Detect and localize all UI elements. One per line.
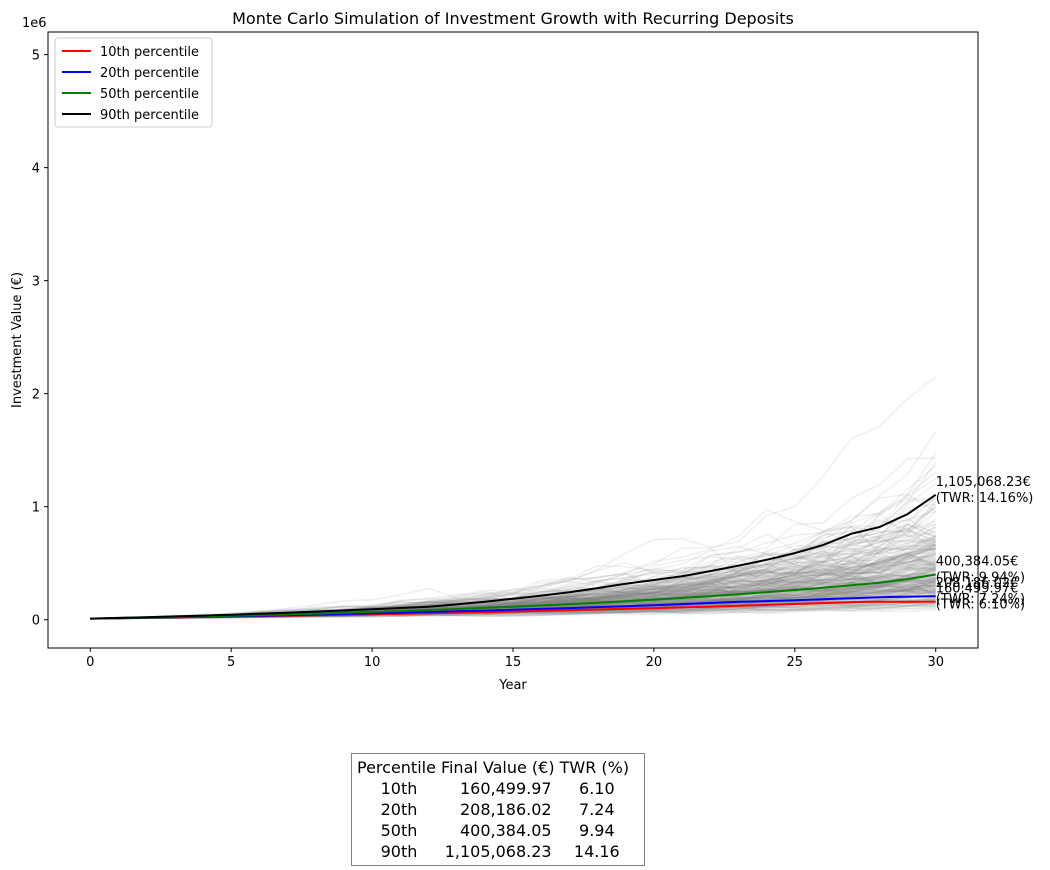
header-final-value: Final Value (€) [440, 758, 555, 777]
cell-percentile: 20th [380, 800, 418, 819]
cell-twr: 9.94 [579, 821, 615, 840]
monte-carlo-chart: Monte Carlo Simulation of Investment Gro… [10, 9, 1034, 693]
annotation-value: 160,499.97€ [936, 582, 1019, 597]
legend-label: 50th percentile [100, 87, 199, 102]
percentile-lines [90, 493, 937, 620]
annotation-twr: (TWR: 6.10%) [936, 598, 1025, 613]
table-row: 50th 400,384.05 9.94 [357, 820, 634, 841]
simulation-path [90, 540, 937, 620]
table-row: 10th 160,499.97 6.10 [357, 778, 634, 799]
annotation-value: 208,186.02€ [936, 576, 1019, 591]
cell-percentile: 50th [380, 821, 418, 840]
y-tick-label: 3 [32, 275, 40, 290]
cell-percentile: 90th [380, 842, 418, 861]
y-axis-offset-label: 1e6 [22, 16, 47, 31]
cell-twr: 6.10 [579, 779, 615, 798]
y-tick-label: 5 [32, 49, 40, 64]
summary-table-header-row: Percentile Final Value (€) TWR (%) [357, 757, 634, 778]
x-tick-label: 30 [927, 655, 944, 670]
summary-table: Percentile Final Value (€) TWR (%) 10th … [351, 753, 645, 866]
series-line-90th-percentile [90, 493, 937, 620]
legend-label: 10th percentile [100, 45, 199, 60]
chart-title: Monte Carlo Simulation of Investment Gro… [232, 9, 794, 28]
simulation-paths [90, 376, 937, 620]
simulation-path [90, 576, 936, 620]
y-tick-label: 1 [32, 501, 40, 516]
y-tick-label: 0 [32, 614, 40, 629]
table-row: 20th 208,186.02 7.24 [357, 799, 634, 820]
cell-final-value: 1,105,068.23 [444, 842, 552, 861]
annotation-value: 400,384.05€ [936, 554, 1019, 569]
annotation-twr: (TWR: 7.24%) [936, 592, 1025, 607]
x-tick-label: 5 [227, 655, 235, 670]
cell-final-value: 208,186.02 [459, 800, 552, 819]
legend-label: 20th percentile [100, 66, 199, 81]
x-tick-label: 0 [86, 655, 94, 670]
cell-final-value: 160,499.97 [459, 779, 552, 798]
x-tick-label: 10 [364, 655, 381, 670]
annotation-twr: (TWR: 9.94%) [936, 570, 1025, 585]
y-axis-ticks: 0 1 2 3 4 5 [32, 49, 48, 629]
chart-container: Monte Carlo Simulation of Investment Gro… [10, 9, 1034, 693]
x-tick-label: 20 [646, 655, 663, 670]
header-twr: TWR (%) [559, 758, 630, 777]
table-row: 90th 1,105,068.23 14.16 [357, 841, 634, 862]
y-tick-label: 2 [32, 388, 40, 403]
cell-twr: 7.24 [579, 800, 615, 819]
cell-percentile: 10th [380, 779, 418, 798]
legend-box [54, 37, 213, 128]
x-tick-label: 25 [787, 655, 804, 670]
x-tick-label: 15 [505, 655, 522, 670]
legend-label: 90th percentile [100, 108, 199, 123]
y-tick-label: 4 [32, 162, 40, 177]
header-percentile: Percentile [357, 758, 436, 777]
cell-final-value: 400,384.05 [459, 821, 552, 840]
x-axis-ticks: 0 5 10 15 20 25 30 [86, 648, 944, 670]
annotation-value: 1,105,068.23€ [936, 475, 1031, 490]
series-line-50th-percentile [90, 573, 936, 620]
legend: 10th percentile 20th percentile 50th perce… [54, 37, 213, 128]
annotation-twr: (TWR: 14.16%) [936, 491, 1034, 506]
x-axis-label: Year [498, 678, 527, 693]
final-value-annotations: 1,105,068.23€(TWR: 14.16%)400,384.05€(TW… [936, 475, 1034, 613]
cell-twr: 14.16 [573, 842, 620, 861]
y-axis-label: Investment Value (€) [10, 272, 25, 408]
